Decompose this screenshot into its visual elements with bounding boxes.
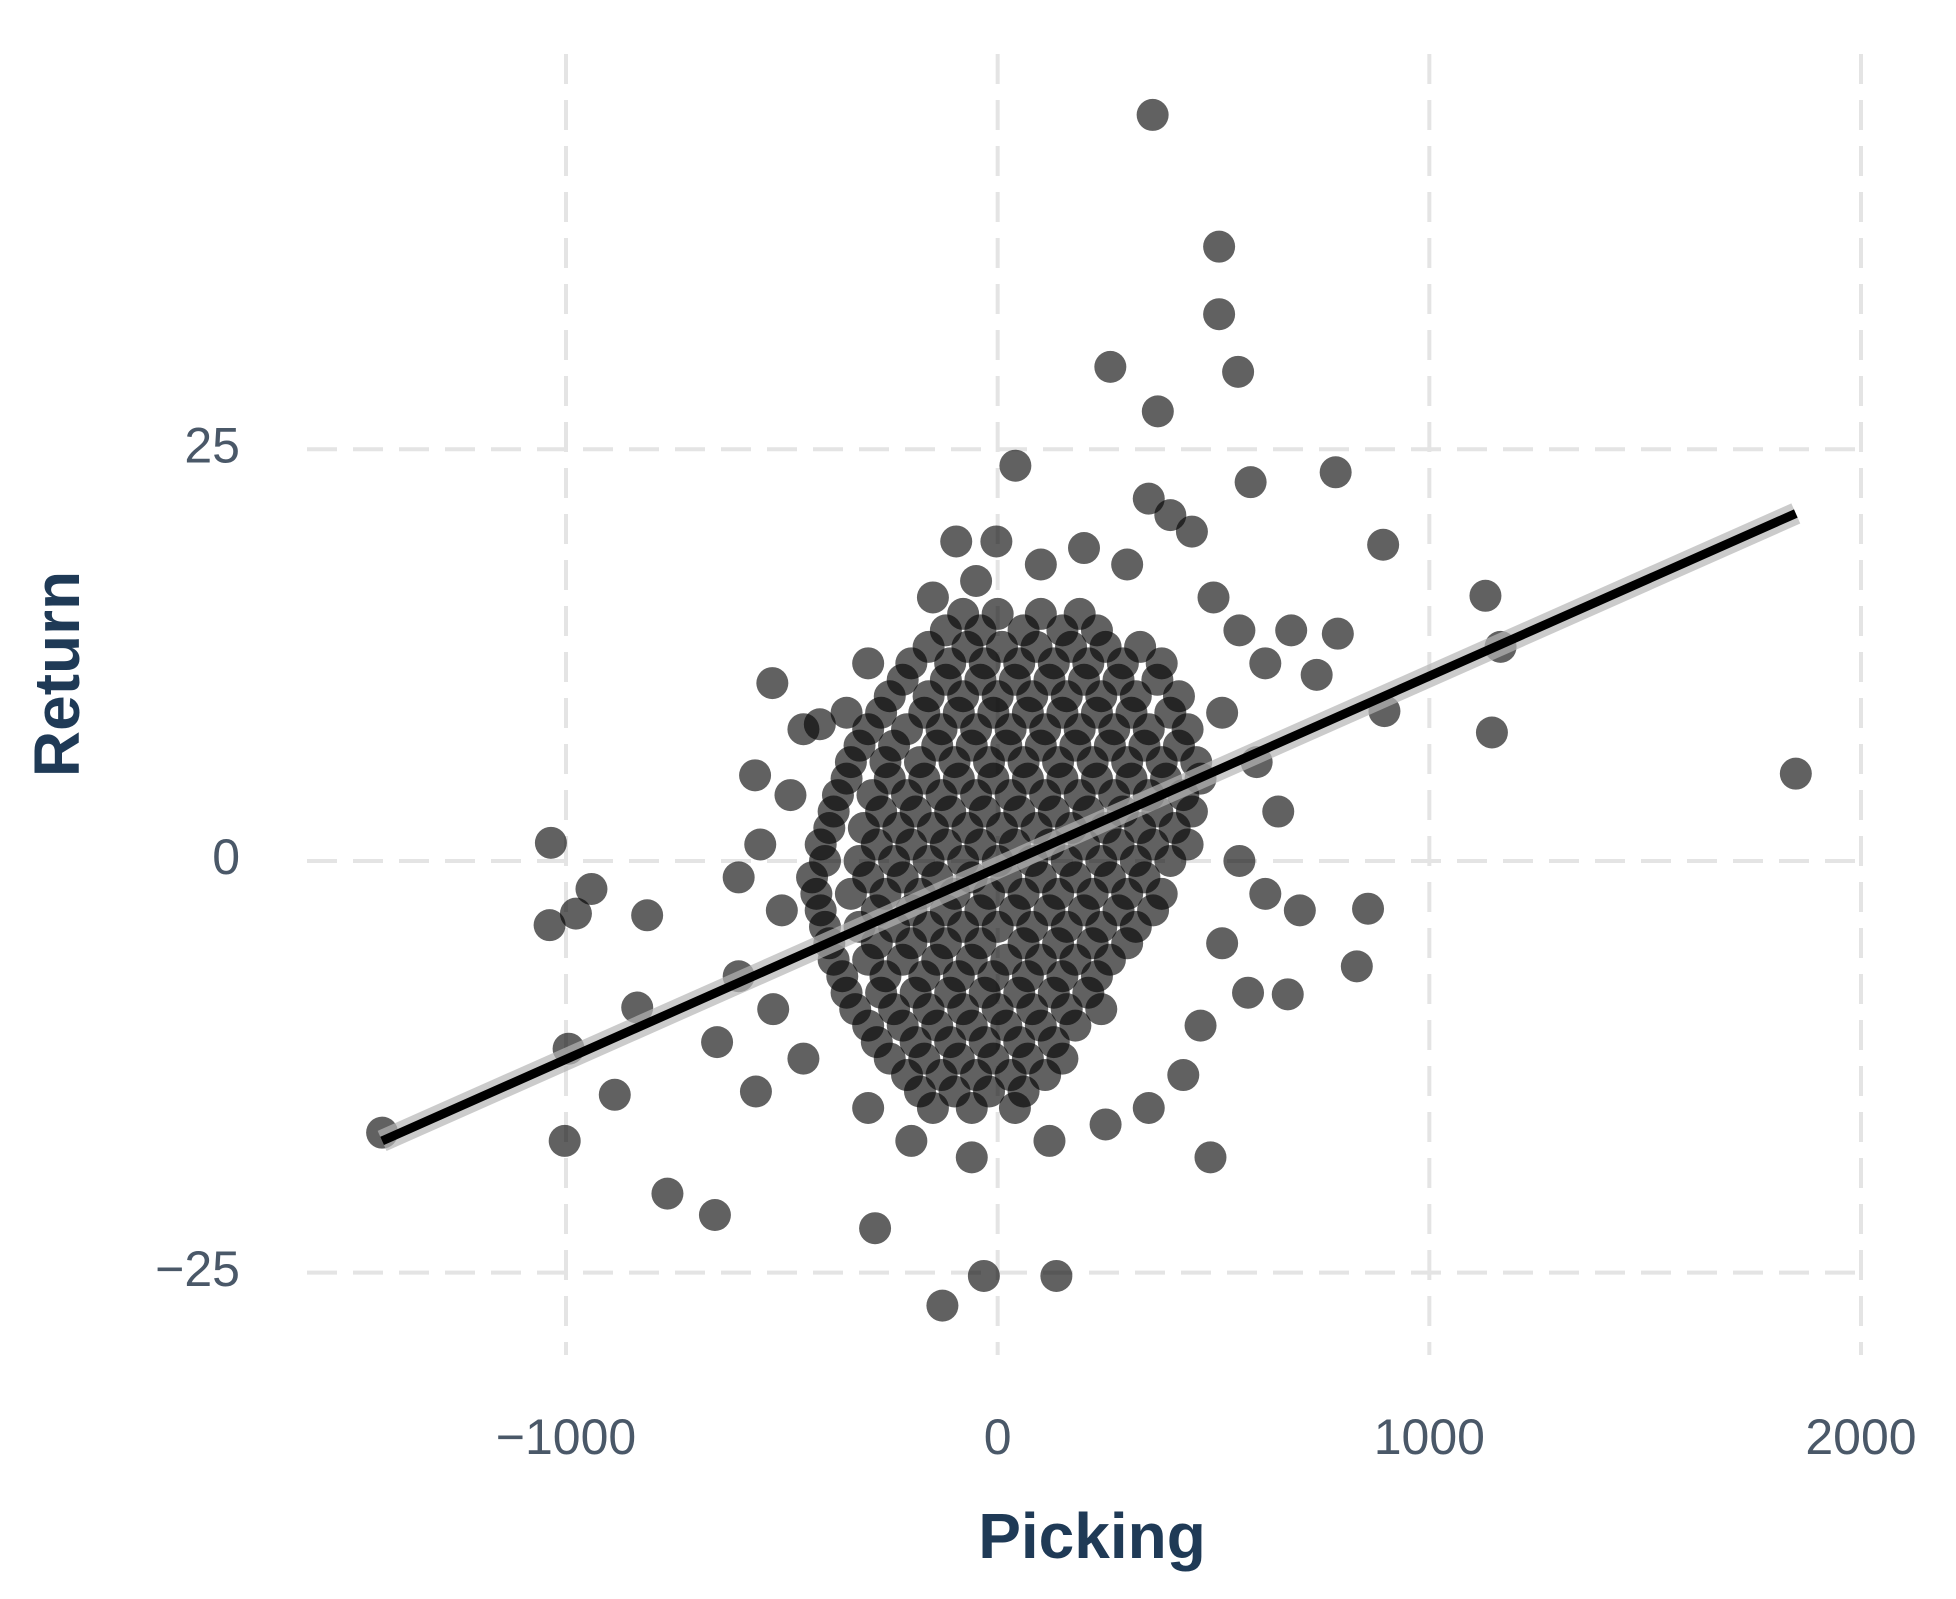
point (739, 759, 772, 792)
fit-line (380, 509, 1798, 1146)
point (999, 449, 1032, 482)
point (1206, 696, 1239, 729)
fit (377, 503, 1801, 1151)
point (1367, 528, 1400, 561)
point (967, 1259, 1000, 1292)
point (1319, 456, 1352, 489)
point (830, 696, 863, 729)
points (366, 98, 1812, 1322)
point (1262, 795, 1295, 828)
point (895, 1124, 928, 1157)
point (1059, 1009, 1092, 1042)
y-tick-label: 25 (184, 417, 240, 473)
labels: Picking Return −1000 0 1000 2000 −25 0 25 (21, 417, 1917, 1571)
point (757, 993, 790, 1026)
point (1154, 844, 1187, 877)
point (1194, 1141, 1227, 1174)
point (1232, 976, 1265, 1009)
point (774, 779, 807, 812)
point (756, 667, 789, 700)
x-tick-label: 1000 (1374, 1409, 1485, 1465)
point (559, 897, 592, 930)
point (722, 861, 755, 894)
point (916, 1091, 949, 1124)
point (1141, 663, 1174, 696)
point (744, 828, 777, 861)
point (739, 1075, 772, 1108)
point (1089, 1108, 1122, 1141)
point (598, 1078, 631, 1111)
point (1136, 98, 1169, 131)
point (698, 1199, 731, 1232)
point (834, 877, 867, 910)
point (1033, 1124, 1066, 1157)
point (787, 713, 820, 746)
point (1234, 466, 1267, 499)
point (1779, 757, 1812, 790)
point (1154, 499, 1187, 532)
point (1275, 614, 1308, 647)
point (998, 1091, 1031, 1124)
point (1223, 614, 1256, 647)
x-tick-label: 0 (984, 1409, 1012, 1465)
x-axis-title: Picking (978, 1500, 1206, 1572)
point (960, 564, 993, 597)
point (955, 1091, 988, 1124)
point (940, 525, 973, 558)
point (1141, 395, 1174, 428)
point (1167, 1059, 1200, 1092)
point (859, 1212, 892, 1245)
point (1085, 993, 1118, 1026)
point (1321, 617, 1354, 650)
y-tick-label: 0 (212, 829, 240, 885)
point (1475, 716, 1508, 749)
point (533, 909, 566, 942)
point (1283, 894, 1316, 927)
point (1094, 350, 1127, 383)
x-tick-label: 2000 (1805, 1409, 1916, 1465)
point (1175, 515, 1208, 548)
point (980, 525, 1013, 558)
point (631, 899, 664, 932)
point (1024, 548, 1057, 581)
point (1184, 1009, 1217, 1042)
point (1300, 658, 1333, 691)
x-tick-label: −1000 (496, 1409, 636, 1465)
point (955, 1141, 988, 1174)
point (651, 1177, 684, 1210)
point (787, 1042, 820, 1075)
point (1206, 927, 1239, 960)
point (852, 1091, 885, 1124)
point (1197, 581, 1230, 614)
point (1271, 978, 1304, 1011)
point (1203, 230, 1236, 263)
y-axis-title: Return (21, 571, 93, 777)
point (1340, 950, 1373, 983)
point (765, 894, 798, 927)
y-tick-label: −25 (155, 1241, 240, 1297)
point (926, 1289, 959, 1322)
point (701, 1026, 734, 1059)
point (852, 647, 885, 680)
point (1132, 1091, 1165, 1124)
point (1111, 548, 1144, 581)
point (1040, 1259, 1073, 1292)
point (1132, 482, 1165, 515)
point (916, 581, 949, 614)
point (534, 826, 567, 859)
point (1222, 355, 1255, 388)
point (548, 1124, 581, 1157)
point (1249, 877, 1282, 910)
point (1223, 844, 1256, 877)
point (1068, 532, 1100, 565)
point (575, 872, 608, 905)
point (1029, 1059, 1062, 1092)
point (1352, 892, 1385, 925)
point (1249, 647, 1282, 680)
point (1203, 298, 1236, 331)
point (1469, 579, 1502, 612)
